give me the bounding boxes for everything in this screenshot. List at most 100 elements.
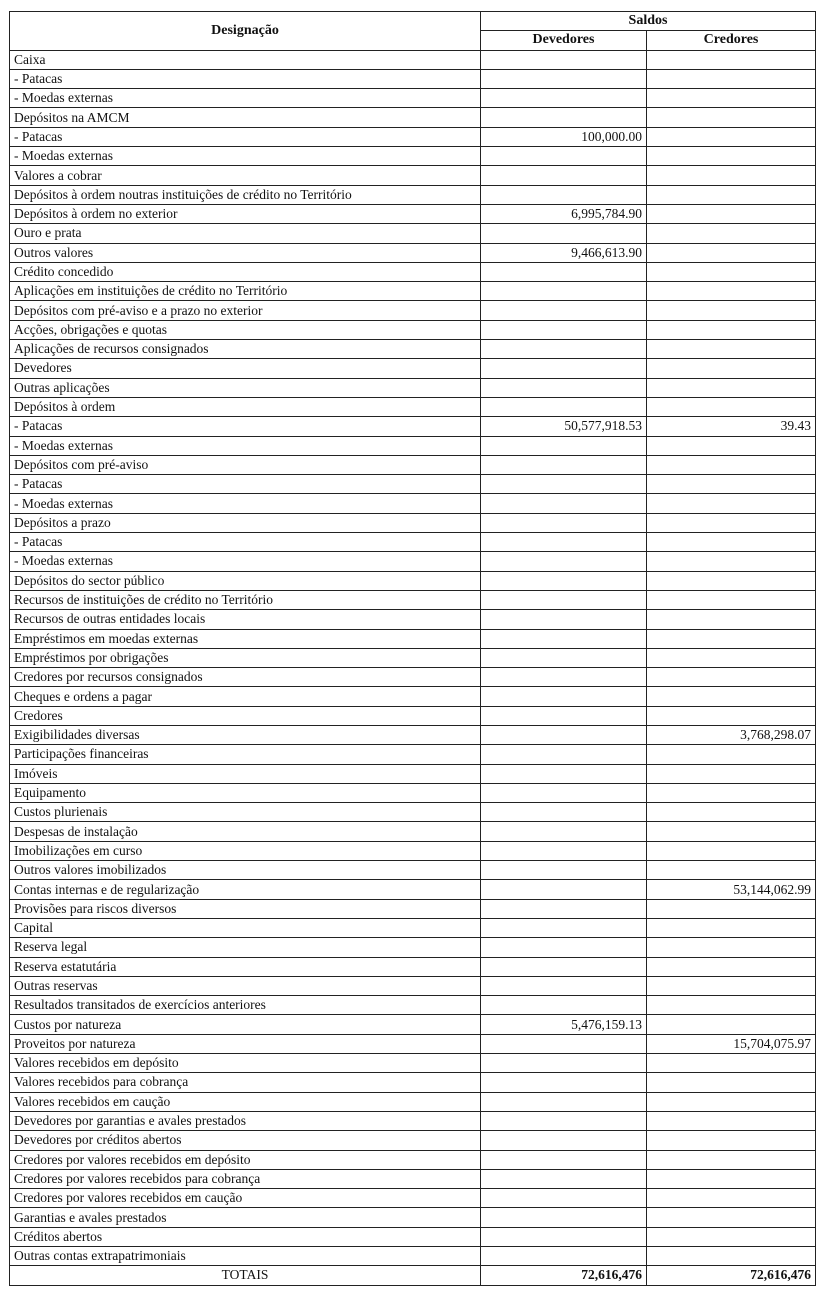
row-devedores — [480, 377, 647, 398]
row-devedores — [480, 319, 647, 341]
table-row: Valores recebidos em caução — [9, 1091, 817, 1112]
table-row: Credores por recursos consignados — [9, 667, 817, 688]
row-credores — [645, 435, 817, 456]
row-credores — [645, 339, 817, 360]
row-credores — [645, 454, 817, 476]
row-label: Participações financeiras — [9, 744, 481, 765]
table-row: Despesas de instalação — [9, 821, 817, 842]
row-label: Imóveis — [9, 763, 481, 784]
table-row: Contas internas e de regularização 53,144… — [9, 879, 817, 900]
table-row: Crédito concedido — [9, 261, 817, 283]
row-devedores: 50,577,918.53 — [480, 416, 647, 437]
row-devedores — [480, 570, 647, 591]
row-devedores: 100,000.00 — [480, 126, 647, 148]
table-row: Acções, obrigações e quotas — [9, 319, 817, 341]
table-row: Reserva estatutária — [9, 956, 817, 977]
table-row: - Patacas 50,577,918.53 39.43 — [9, 416, 817, 437]
row-credores — [645, 956, 817, 977]
row-credores — [645, 126, 817, 148]
table-row: Depósitos a prazo — [9, 512, 817, 534]
row-credores — [645, 647, 817, 669]
row-credores — [645, 589, 817, 611]
row-credores — [645, 821, 817, 842]
row-credores — [645, 261, 817, 283]
row-label: Devedores por créditos abertos — [9, 1130, 481, 1151]
table-row: Resultados transitados de exercícios ant… — [9, 995, 817, 1016]
row-credores — [645, 1245, 817, 1267]
row-devedores — [480, 744, 647, 765]
table-row: Devedores — [9, 358, 817, 379]
row-credores — [645, 551, 817, 572]
row-label: Depósitos com pré-aviso e a prazo no ext… — [9, 300, 481, 321]
row-devedores — [480, 68, 647, 90]
row-devedores — [480, 647, 647, 669]
table-row: Outros valores imobilizados — [9, 860, 817, 881]
row-label: Devedores por garantias e avales prestad… — [9, 1110, 481, 1132]
table-row: Outras aplicações — [9, 377, 817, 398]
row-label: Exigibilidades diversas — [9, 724, 481, 746]
table-row: - Patacas — [9, 532, 817, 553]
totals-label: TOTAIS — [9, 1265, 481, 1286]
table-row: Credores por valores recebidos em depósi… — [9, 1149, 817, 1170]
row-devedores — [480, 493, 647, 514]
row-credores — [645, 474, 817, 495]
row-credores — [645, 223, 817, 244]
row-label: - Patacas — [9, 68, 481, 90]
row-credores — [645, 917, 817, 939]
row-devedores — [480, 339, 647, 360]
row-credores — [645, 358, 817, 379]
row-label: Reserva legal — [9, 937, 481, 958]
row-devedores — [480, 532, 647, 553]
row-credores — [645, 628, 817, 649]
row-devedores — [480, 898, 647, 919]
row-label: Provisões para riscos diversos — [9, 898, 481, 919]
row-label: Capital — [9, 917, 481, 939]
table-row: Depósitos à ordem noutras instituições d… — [9, 184, 817, 205]
row-label: - Moedas externas — [9, 88, 481, 109]
row-credores — [645, 319, 817, 341]
row-credores — [645, 840, 817, 862]
row-devedores — [480, 1130, 647, 1151]
row-label: Resultados transitados de exercícios ant… — [9, 995, 481, 1016]
row-devedores — [480, 956, 647, 977]
row-credores — [645, 532, 817, 553]
table-row: Empréstimos em moedas externas — [9, 628, 817, 649]
row-label: Cheques e ordens a pagar — [9, 686, 481, 707]
row-credores — [645, 107, 817, 128]
row-label: Acções, obrigações e quotas — [9, 319, 481, 341]
row-devedores: 9,466,613.90 — [480, 242, 647, 263]
table-row: - Patacas — [9, 68, 817, 90]
row-credores — [645, 1014, 817, 1035]
row-label: Outras aplicações — [9, 377, 481, 398]
header-designacao: Designação — [9, 11, 481, 51]
row-label: Custos plurienais — [9, 802, 481, 823]
row-devedores — [480, 975, 647, 997]
row-devedores — [480, 396, 647, 418]
table-row: Devedores por créditos abertos — [9, 1130, 817, 1151]
row-label: - Moedas externas — [9, 493, 481, 514]
table-row: Créditos abertos — [9, 1226, 817, 1248]
row-label: Outras contas extrapatrimoniais — [9, 1245, 481, 1267]
table-row: Imóveis — [9, 763, 817, 784]
row-devedores — [480, 146, 647, 167]
row-label: Contas internas e de regularização — [9, 879, 481, 900]
table-row: Depósitos à ordem — [9, 396, 817, 418]
table-row: - Moedas externas — [9, 493, 817, 514]
table-row: Outros valores 9,466,613.90 — [9, 242, 817, 263]
row-devedores — [480, 1149, 647, 1170]
table-row: Reserva legal — [9, 937, 817, 958]
row-devedores — [480, 1110, 647, 1132]
table-row: Recursos de instituições de crédito no T… — [9, 589, 817, 611]
row-label: Devedores — [9, 358, 481, 379]
row-credores — [645, 146, 817, 167]
row-label: Créditos abertos — [9, 1226, 481, 1248]
table-row: - Moedas externas — [9, 146, 817, 167]
row-devedores — [480, 358, 647, 379]
row-devedores — [480, 1168, 647, 1190]
row-label: Proveitos por natureza — [9, 1033, 481, 1055]
row-credores — [645, 609, 817, 630]
row-credores — [645, 1110, 817, 1132]
row-devedores — [480, 937, 647, 958]
row-label: Imobilizações em curso — [9, 840, 481, 862]
row-label: - Patacas — [9, 474, 481, 495]
